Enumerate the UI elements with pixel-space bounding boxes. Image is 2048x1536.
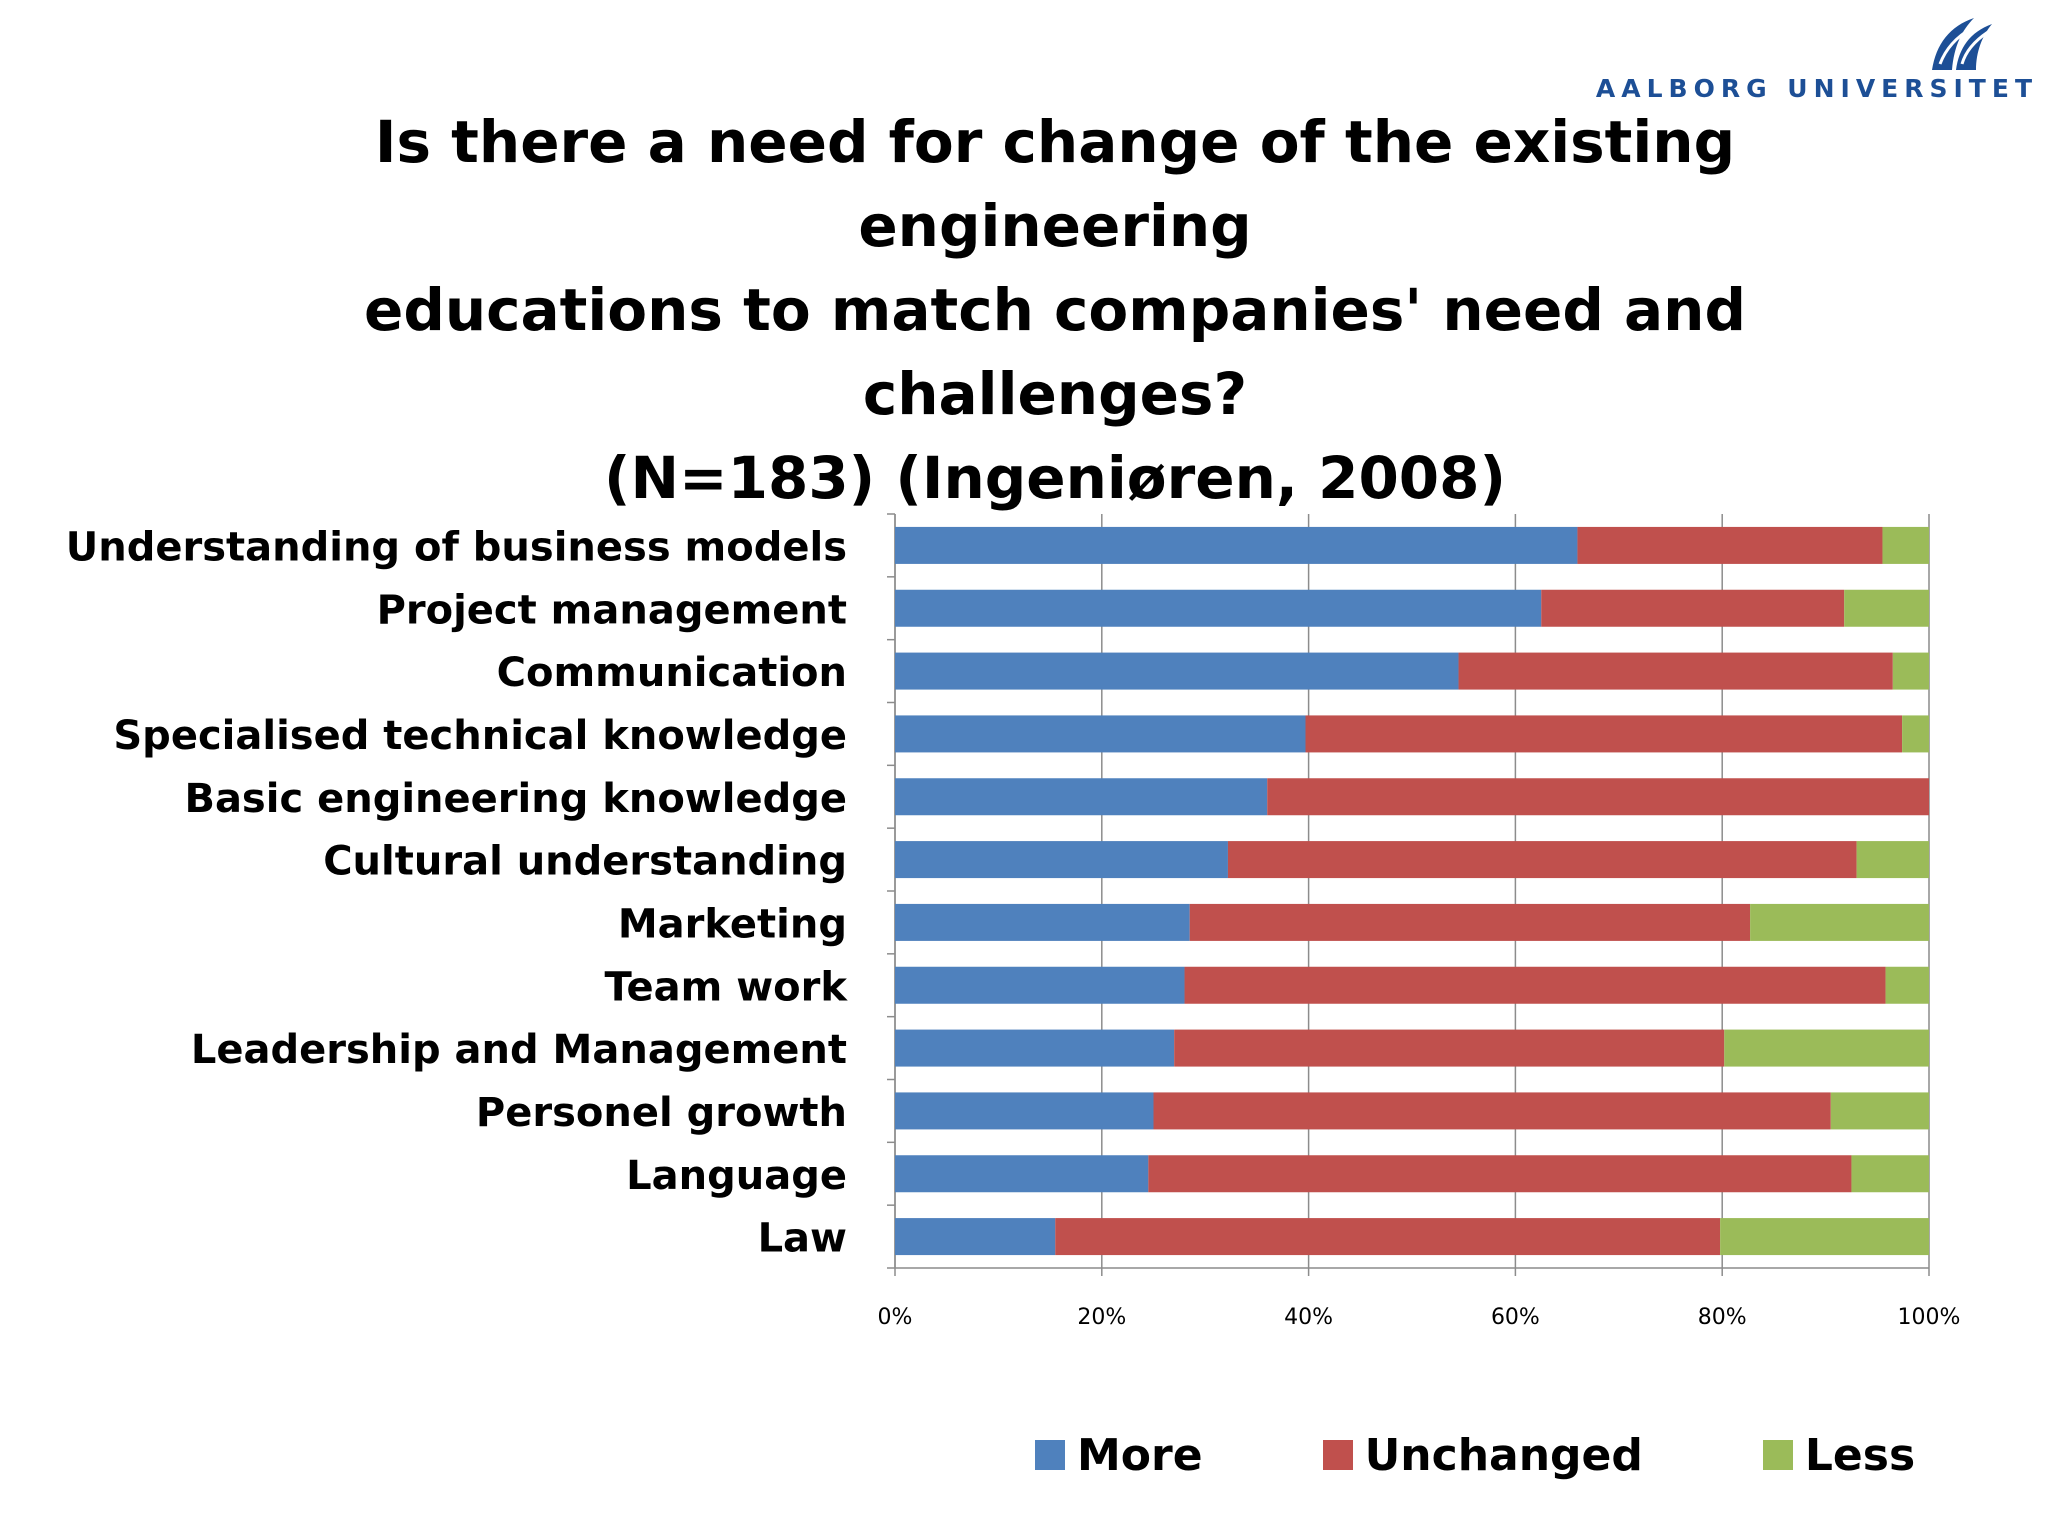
x-tick-label: 100% <box>1898 1305 1961 1330</box>
bar-less <box>1851 1155 1929 1193</box>
bar-more <box>895 652 1459 690</box>
x-tick-label: 80% <box>1698 1305 1747 1330</box>
aalborg-university-logo-icon <box>1932 18 1992 70</box>
bar-unchanged <box>1174 1029 1725 1067</box>
x-tick-label: 60% <box>1491 1305 1540 1330</box>
bar-more <box>895 1218 1056 1256</box>
category-label: Marketing <box>618 901 847 947</box>
bar-less <box>1830 1092 1929 1130</box>
chart-legend: More Unchanged Less <box>1035 1425 1915 1485</box>
bar-unchanged <box>1305 715 1903 753</box>
bar-more <box>895 778 1268 816</box>
x-tick-label: 20% <box>1077 1305 1126 1330</box>
legend-swatch-unchanged <box>1322 1440 1353 1470</box>
bar-less <box>1856 841 1929 879</box>
category-label: Personel growth <box>476 1090 847 1136</box>
legend-item-less: Less <box>1762 1429 1916 1481</box>
x-tick-label: 40% <box>1284 1305 1333 1330</box>
bar-unchanged <box>1458 652 1893 690</box>
category-label: Basic engineering knowledge <box>184 776 847 822</box>
legend-item-unchanged: Unchanged <box>1322 1429 1643 1481</box>
legend-label-less: Less <box>1804 1429 1916 1481</box>
logo-text: AALBORG UNIVERSITET <box>1595 74 2038 103</box>
category-label: Leadership and Management <box>191 1027 847 1073</box>
bar-unchanged <box>1189 903 1751 941</box>
category-label: Project management <box>377 587 847 633</box>
bar-more <box>895 715 1306 753</box>
bar-unchanged <box>1227 841 1857 879</box>
bar-more <box>895 841 1228 879</box>
category-label: Understanding of business models <box>66 524 847 570</box>
legend-label-unchanged: Unchanged <box>1364 1429 1643 1481</box>
category-label: Cultural understanding <box>323 839 847 885</box>
legend-label-more: More <box>1077 1429 1203 1481</box>
bar-less <box>1892 652 1929 690</box>
bar-unchanged <box>1267 778 1929 816</box>
category-label: Communication <box>497 650 847 696</box>
bar-less <box>1882 526 1929 564</box>
bar-more <box>895 1092 1154 1130</box>
title-line-1: Is there a need for change of the existi… <box>374 108 1736 260</box>
bar-less <box>1750 903 1929 941</box>
bar-unchanged <box>1577 526 1883 564</box>
category-label: Language <box>626 1153 847 1199</box>
university-logo: AALBORG UNIVERSITET <box>1568 14 2038 104</box>
category-label: Specialised technical knowledge <box>113 713 847 759</box>
category-label: Team work <box>605 964 849 1010</box>
bar-more <box>895 903 1190 941</box>
bar-unchanged <box>1148 1155 1852 1193</box>
bar-more <box>895 1029 1175 1067</box>
x-tick-label: 0% <box>878 1305 913 1330</box>
bar-more <box>895 966 1185 1004</box>
legend-swatch-less <box>1762 1440 1793 1470</box>
title-line-2: educations to match companies' need and … <box>364 276 1746 428</box>
bar-less <box>1844 589 1929 627</box>
chart-title: Is there a need for change of the existi… <box>200 100 1910 520</box>
title-line-3: (N=183) (Ingeniøren, 2008) <box>603 444 1507 512</box>
legend-swatch-more <box>1035 1440 1065 1470</box>
legend-item-more: More <box>1035 1430 1203 1481</box>
bar-unchanged <box>1541 589 1845 627</box>
bar-less <box>1720 1218 1929 1256</box>
bar-unchanged <box>1153 1092 1831 1130</box>
bar-more <box>895 526 1578 564</box>
bar-more <box>895 1155 1149 1193</box>
bar-more <box>895 589 1542 627</box>
bar-unchanged <box>1184 966 1886 1004</box>
bar-unchanged <box>1055 1218 1721 1256</box>
bar-less <box>1885 966 1929 1004</box>
bar-less <box>1902 715 1929 753</box>
category-label: Law <box>758 1216 847 1262</box>
bar-less <box>1724 1029 1929 1067</box>
